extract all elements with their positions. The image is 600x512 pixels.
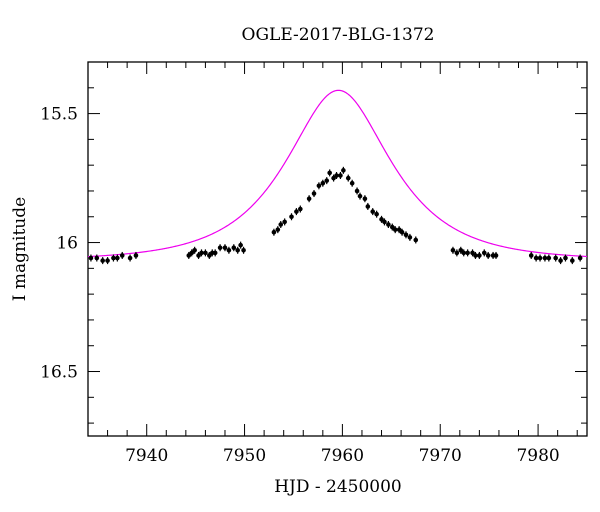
data-point bbox=[119, 251, 125, 259]
data-point bbox=[222, 244, 228, 252]
data-point bbox=[407, 233, 413, 241]
data-point bbox=[298, 205, 303, 213]
data-point bbox=[334, 171, 339, 179]
data-point bbox=[133, 251, 139, 259]
data-point bbox=[100, 257, 105, 265]
data-point bbox=[275, 226, 281, 234]
data-point bbox=[115, 254, 120, 262]
data-point bbox=[362, 195, 368, 203]
data-point bbox=[370, 208, 376, 216]
data-point bbox=[238, 241, 243, 249]
x-tick-label: 7940 bbox=[125, 446, 168, 466]
data-point bbox=[485, 251, 491, 259]
data-point bbox=[203, 249, 208, 257]
data-point bbox=[392, 226, 398, 234]
model-curve bbox=[87, 89, 588, 258]
data-point bbox=[354, 187, 360, 195]
data-point bbox=[454, 249, 460, 257]
x-tick-labels: 7940 7950 7960 7970 7980 bbox=[125, 446, 560, 466]
data-point bbox=[553, 254, 558, 262]
data-point bbox=[365, 202, 371, 210]
data-point bbox=[289, 213, 294, 221]
data-point bbox=[306, 195, 312, 203]
data-point bbox=[271, 228, 277, 236]
data-point bbox=[294, 208, 299, 216]
x-axis-label: HJD - 2450000 bbox=[274, 477, 402, 497]
data-point bbox=[338, 171, 343, 179]
data-points bbox=[88, 166, 583, 265]
data-point bbox=[94, 254, 100, 262]
data-point bbox=[341, 166, 346, 174]
data-point bbox=[461, 249, 467, 257]
data-point bbox=[111, 254, 116, 262]
y-tick-labels: 15.5 16 16.5 bbox=[40, 105, 78, 383]
data-point bbox=[563, 254, 568, 262]
data-point bbox=[226, 246, 232, 254]
chart-title: OGLE-2017-BLG-1372 bbox=[242, 25, 435, 45]
data-point bbox=[327, 169, 332, 177]
data-point bbox=[311, 190, 317, 198]
y-tick-label: 16 bbox=[56, 234, 78, 254]
y-tick-label: 15.5 bbox=[40, 105, 78, 125]
data-point bbox=[481, 249, 487, 257]
data-point bbox=[374, 210, 379, 218]
data-point bbox=[278, 220, 284, 228]
data-point bbox=[88, 254, 94, 262]
data-point bbox=[235, 246, 240, 254]
data-point bbox=[450, 246, 456, 254]
data-point bbox=[570, 257, 575, 265]
data-point bbox=[349, 179, 355, 187]
data-point bbox=[105, 257, 110, 265]
data-point bbox=[127, 254, 133, 262]
data-point bbox=[403, 231, 409, 239]
data-point bbox=[542, 254, 548, 262]
y-tick-label: 16.5 bbox=[40, 363, 78, 383]
data-point bbox=[199, 249, 204, 257]
data-point bbox=[537, 254, 543, 262]
data-point bbox=[413, 236, 419, 244]
data-point bbox=[465, 249, 470, 257]
axis-ticks bbox=[87, 61, 587, 436]
data-point bbox=[357, 192, 363, 200]
data-point bbox=[282, 218, 287, 226]
data-point bbox=[320, 179, 326, 187]
x-tick-label: 7950 bbox=[223, 446, 266, 466]
data-point bbox=[493, 251, 499, 259]
data-point bbox=[558, 257, 563, 265]
data-point bbox=[382, 218, 387, 226]
x-tick-label: 7960 bbox=[321, 446, 364, 466]
data-point bbox=[241, 246, 246, 254]
data-point bbox=[217, 244, 223, 252]
data-point bbox=[477, 251, 482, 259]
data-point bbox=[345, 174, 351, 182]
data-point bbox=[399, 228, 405, 236]
data-point bbox=[212, 249, 218, 257]
x-tick-label: 7970 bbox=[419, 446, 462, 466]
data-point bbox=[546, 254, 552, 262]
y-axis-label: I magnitude bbox=[10, 197, 30, 301]
data-point bbox=[316, 182, 322, 190]
data-point bbox=[386, 220, 391, 228]
data-point bbox=[533, 254, 539, 262]
plot-frame bbox=[87, 61, 588, 437]
x-tick-label: 7980 bbox=[516, 446, 559, 466]
data-point bbox=[324, 177, 330, 185]
data-point bbox=[528, 251, 534, 259]
data-point bbox=[577, 254, 583, 262]
data-point bbox=[231, 244, 237, 252]
data-point bbox=[473, 251, 478, 259]
data-point bbox=[192, 246, 197, 254]
